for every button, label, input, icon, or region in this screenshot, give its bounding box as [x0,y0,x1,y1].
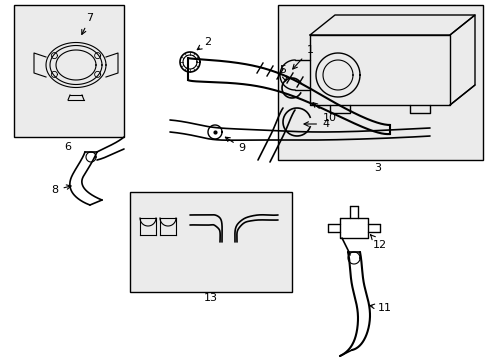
Text: 13: 13 [203,293,218,303]
Text: 5: 5 [279,65,286,81]
Text: 4: 4 [304,119,328,129]
Text: 3: 3 [374,163,381,173]
Bar [130,192,291,292]
Text: 12: 12 [370,235,386,250]
Text: 1: 1 [292,45,313,69]
Text: 2: 2 [197,37,211,50]
Text: 9: 9 [225,137,245,153]
Text: 7: 7 [81,13,93,35]
Text: 6: 6 [64,142,71,152]
Bar [278,5,482,160]
Text: 11: 11 [369,303,391,313]
Text: 8: 8 [51,185,71,195]
Bar [14,5,124,137]
Text: 10: 10 [312,103,336,123]
